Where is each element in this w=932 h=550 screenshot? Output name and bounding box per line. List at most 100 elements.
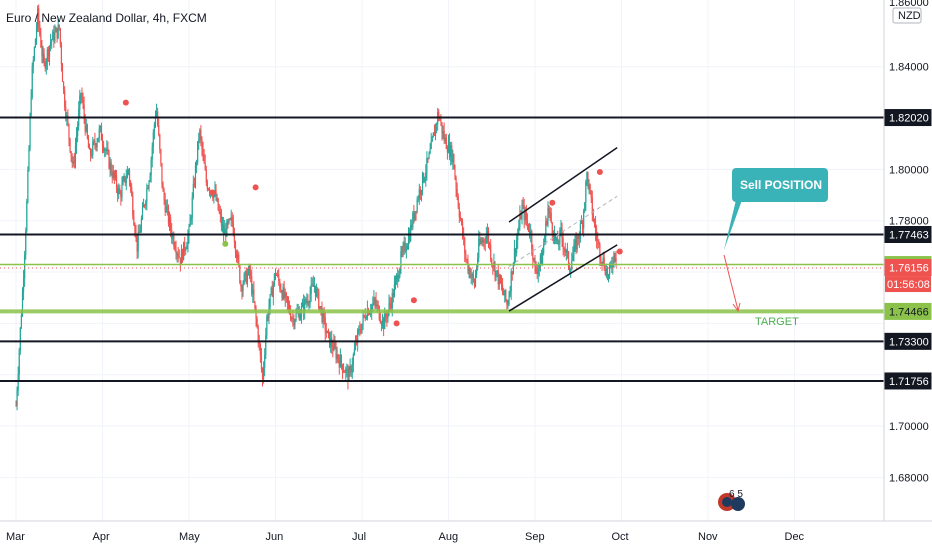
- candle-body: [292, 317, 294, 319]
- candle-body: [520, 214, 522, 220]
- candle-body: [234, 242, 237, 253]
- candle-body: [205, 169, 207, 183]
- candle-body: [513, 248, 516, 264]
- candle-body: [257, 327, 259, 342]
- candle-body: [112, 171, 114, 178]
- candle-body: [360, 331, 362, 333]
- candle-body: [109, 162, 111, 169]
- candle-body: [284, 292, 286, 299]
- candle-body: [390, 304, 392, 309]
- callout-text: Sell POSITION: [740, 178, 822, 192]
- candle-body: [50, 41, 52, 46]
- candle-body: [187, 235, 189, 247]
- candle-body: [456, 188, 458, 197]
- currency-label: NZD: [898, 10, 921, 22]
- candle-body: [428, 153, 430, 159]
- candle-body: [255, 308, 257, 319]
- candle-body: [478, 238, 480, 258]
- channel-upper-line[interactable]: [508, 146, 618, 223]
- candle-body: [134, 225, 136, 234]
- candle-body: [180, 250, 183, 265]
- candle-body: [345, 368, 347, 373]
- candle-body: [189, 220, 191, 227]
- candle-body: [566, 250, 569, 252]
- candle-body: [59, 28, 61, 45]
- candle-body: [612, 265, 614, 267]
- candle-body: [315, 289, 318, 296]
- candle-body: [67, 114, 69, 125]
- x-tick-label: Dec: [785, 531, 805, 543]
- candle-body: [391, 293, 393, 309]
- candle-body: [420, 190, 423, 194]
- candle-body: [503, 291, 505, 296]
- candle-body: [86, 124, 88, 138]
- candle-body: [334, 342, 336, 348]
- candle-body: [185, 249, 187, 251]
- signal-dot: [209, 189, 216, 196]
- candle-body: [485, 235, 487, 243]
- candle-body: [365, 317, 367, 319]
- candle-body: [386, 317, 388, 319]
- candle-body: [142, 205, 145, 208]
- candle-body: [92, 142, 94, 156]
- candle-body: [541, 253, 544, 266]
- candle-body: [61, 64, 64, 82]
- candle-body: [576, 235, 578, 250]
- candle-body: [64, 90, 66, 108]
- candle-body: [230, 217, 232, 220]
- candle-body: [600, 258, 602, 262]
- candle-body: [330, 338, 332, 347]
- candle-body: [99, 126, 101, 129]
- candle-body: [584, 202, 586, 212]
- candle-body: [57, 24, 59, 38]
- candle-body: [564, 249, 566, 253]
- candle-body: [414, 211, 416, 220]
- events-badge[interactable]: 6 5: [718, 489, 745, 511]
- candle-body: [430, 140, 432, 150]
- candle-body: [278, 274, 280, 282]
- candle-body: [559, 229, 561, 244]
- candle-body: [563, 247, 565, 250]
- sell-position-callout[interactable]: Sell POSITION: [724, 168, 828, 250]
- candle-body: [79, 95, 81, 110]
- candle-body: [550, 213, 552, 223]
- candle-body: [202, 149, 204, 155]
- candle-body: [149, 175, 151, 182]
- candle-body: [413, 212, 415, 220]
- candle-body: [479, 238, 481, 244]
- candle-body: [305, 299, 307, 303]
- candle-body: [44, 61, 46, 69]
- candle-body: [501, 285, 504, 292]
- candle-body: [120, 193, 122, 198]
- candle-body: [186, 246, 188, 250]
- candle-body: [385, 313, 387, 318]
- candle-body: [326, 330, 328, 334]
- candle-body: [366, 309, 369, 318]
- candle-body: [46, 49, 48, 62]
- candle-body: [148, 181, 150, 189]
- candle-body: [407, 235, 410, 246]
- candle-body: [266, 316, 268, 336]
- candle-body: [530, 231, 532, 236]
- candle-body: [573, 244, 575, 255]
- price-axis[interactable]: 1.84000 1.80000 1.78000 1.70000 1.68000 1.860…: [883, 0, 932, 521]
- time-axis[interactable]: Mar Apr May Jun Jul Aug Sep Oct Nov Dec: [0, 520, 932, 550]
- candle-body: [412, 212, 414, 228]
- price-channel[interactable]: [508, 146, 618, 312]
- price-tag: 1.74466: [884, 302, 932, 320]
- candle-body: [336, 354, 338, 359]
- candle-body: [285, 292, 287, 297]
- candle-body: [200, 130, 202, 139]
- candle-body: [533, 258, 535, 260]
- channel-lower-line[interactable]: [508, 244, 618, 312]
- candle-body: [108, 151, 110, 169]
- candle-body: [443, 131, 445, 141]
- candle-body: [34, 39, 37, 48]
- candle-body: [526, 220, 529, 224]
- candle-body: [291, 317, 293, 320]
- candle-body: [344, 371, 346, 373]
- candle-body: [80, 93, 82, 96]
- candle-body: [364, 315, 366, 319]
